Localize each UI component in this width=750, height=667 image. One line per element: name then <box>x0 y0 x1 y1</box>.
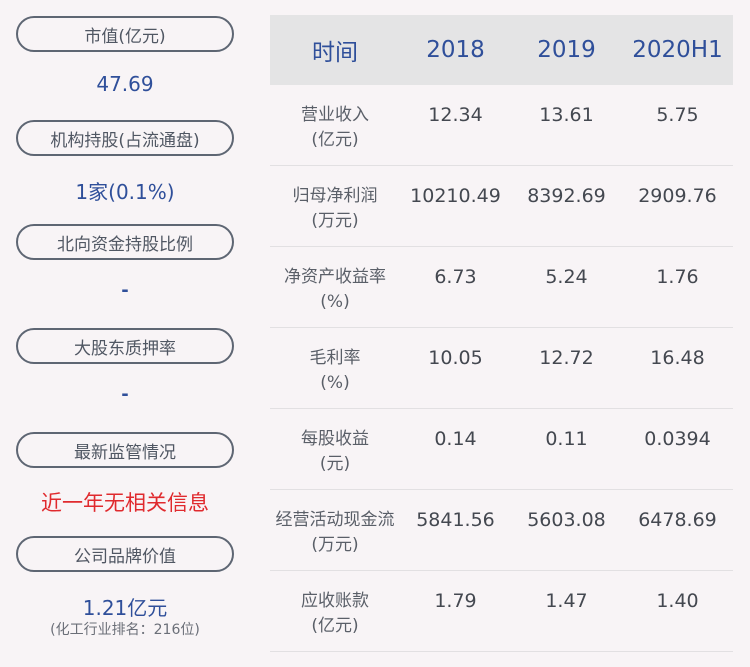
row-label: 应收账款 (亿元) <box>270 589 400 639</box>
header-2018: 2018 <box>426 37 485 63</box>
institutional-holding-value: 1家(0.1%) <box>75 180 175 204</box>
regulatory-status-value: 近一年无相关信息 <box>41 491 209 515</box>
cell-value: 10210.49 <box>410 185 501 207</box>
row-label: 净资产收益率 (%) <box>270 265 400 315</box>
financials-table: 时间 2018 2019 2020H1 营业收入 (亿元) 12.34 13.61… <box>270 15 733 652</box>
table-row: 应收账款 (亿元) 1.79 1.47 1.40 <box>270 571 733 652</box>
table-row: 毛利率 (%) 10.05 12.72 16.48 <box>270 328 733 409</box>
cell-value: 2909.76 <box>638 185 717 207</box>
cell-value: 1.76 <box>656 266 699 288</box>
brand-value-value: 1.21亿元 <box>82 596 168 620</box>
northbound-holding-label: 北向资金持股比例 <box>16 224 234 260</box>
row-label: 营业收入 (亿元) <box>270 103 400 153</box>
header-2020h1: 2020H1 <box>632 37 723 63</box>
cell-value: 8392.69 <box>527 185 606 207</box>
metric-unit: (亿元) <box>311 616 359 636</box>
metric-unit: (万元) <box>311 535 359 555</box>
metric-name: 经营活动现金流 <box>275 510 395 530</box>
cell-value: 12.72 <box>539 347 594 369</box>
metric-name: 营业收入 <box>301 105 369 125</box>
header-period: 时间 <box>312 40 358 66</box>
metric-unit: (元) <box>319 454 351 474</box>
table-header: 时间 2018 2019 2020H1 <box>270 15 733 85</box>
pledge-ratio-value: - <box>121 384 129 405</box>
metric-unit: (亿元) <box>311 130 359 150</box>
table-row: 经营活动现金流 (万元) 5841.56 5603.08 6478.69 <box>270 490 733 571</box>
institutional-holding-label: 机构持股(占流通盘) <box>16 120 234 156</box>
cell-value: 12.34 <box>428 104 483 126</box>
cell-value: 5.75 <box>656 104 699 126</box>
cell-value: 1.47 <box>545 590 588 612</box>
brand-value-label: 公司品牌价值 <box>16 536 234 572</box>
cell-value: 5841.56 <box>416 509 495 531</box>
cell-value: 6478.69 <box>638 509 717 531</box>
cell-value: 0.14 <box>434 428 477 450</box>
row-label: 每股收益 (元) <box>270 427 400 477</box>
metric-unit: (%) <box>320 373 350 393</box>
cell-value: 5.24 <box>545 266 588 288</box>
brand-value-rank: (化工行业排名：216位) <box>50 622 200 638</box>
metric-unit: (万元) <box>311 211 359 231</box>
market-cap-label: 市值(亿元) <box>16 16 234 52</box>
metric-name: 每股收益 <box>301 429 369 449</box>
metric-name: 应收账款 <box>301 591 369 611</box>
row-label: 经营活动现金流 (万元) <box>270 508 400 558</box>
table-row: 净资产收益率 (%) 6.73 5.24 1.76 <box>270 247 733 328</box>
table-row: 归母净利润 (万元) 10210.49 8392.69 2909.76 <box>270 166 733 247</box>
cell-value: 0.11 <box>545 428 588 450</box>
cell-value: 1.40 <box>656 590 699 612</box>
metric-unit: (%) <box>320 292 350 312</box>
pledge-ratio-label: 大股东质押率 <box>16 328 234 364</box>
cell-value: 13.61 <box>539 104 594 126</box>
cell-value: 1.79 <box>434 590 477 612</box>
market-cap-value: 47.69 <box>96 72 154 96</box>
northbound-holding-value: - <box>121 280 129 301</box>
header-2019: 2019 <box>537 37 596 63</box>
row-label: 归母净利润 (万元) <box>270 184 400 234</box>
table-row: 每股收益 (元) 0.14 0.11 0.0394 <box>270 409 733 490</box>
metric-name: 归母净利润 <box>292 186 378 206</box>
cell-value: 6.73 <box>434 266 477 288</box>
cell-value: 5603.08 <box>527 509 606 531</box>
cell-value: 16.48 <box>650 347 705 369</box>
cell-value: 0.0394 <box>644 428 711 450</box>
table-row: 营业收入 (亿元) 12.34 13.61 5.75 <box>270 85 733 166</box>
key-metrics-panel: 市值(亿元) 47.69 机构持股(占流通盘) 1家(0.1%) 北向资金持股比… <box>0 0 250 667</box>
cell-value: 10.05 <box>428 347 483 369</box>
regulatory-status-label: 最新监管情况 <box>16 432 234 468</box>
metric-name: 毛利率 <box>309 348 361 368</box>
row-label: 毛利率 (%) <box>270 346 400 396</box>
metric-name: 净资产收益率 <box>284 267 386 287</box>
